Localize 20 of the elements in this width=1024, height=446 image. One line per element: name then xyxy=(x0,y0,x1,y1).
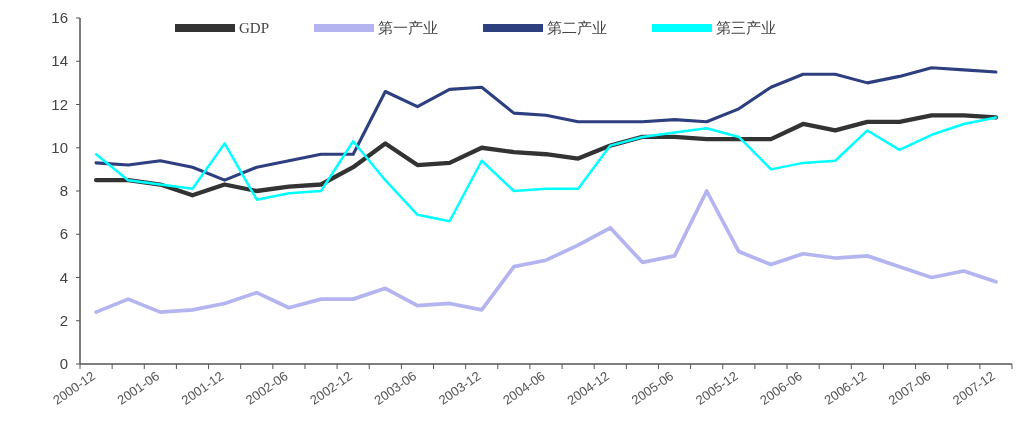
line-series xyxy=(94,189,998,314)
y-tick-label: 8 xyxy=(59,182,68,199)
line-series xyxy=(94,116,998,223)
legend-item: GDP xyxy=(175,20,269,36)
legend-label: GDP xyxy=(239,20,270,36)
line-series xyxy=(94,66,998,182)
y-tick-label: 4 xyxy=(59,268,68,286)
y-tick-label: 12 xyxy=(51,95,68,113)
y-tick-label: 0 xyxy=(59,355,68,372)
legend-item: 第三产业 xyxy=(652,20,776,36)
y-tick-label: 14 xyxy=(51,52,68,70)
legend-item: 第二产业 xyxy=(483,20,607,36)
legend-item: 第一产业 xyxy=(314,20,438,36)
legend-label: 第一产业 xyxy=(378,20,439,36)
y-tick-label: 2 xyxy=(59,311,68,329)
y-tick-label: 6 xyxy=(59,225,68,243)
legend-label: 第二产业 xyxy=(547,20,608,36)
y-tick-label: 10 xyxy=(51,138,68,156)
legend-label: 第三产业 xyxy=(716,20,777,36)
y-tick-label: 16 xyxy=(51,9,68,26)
